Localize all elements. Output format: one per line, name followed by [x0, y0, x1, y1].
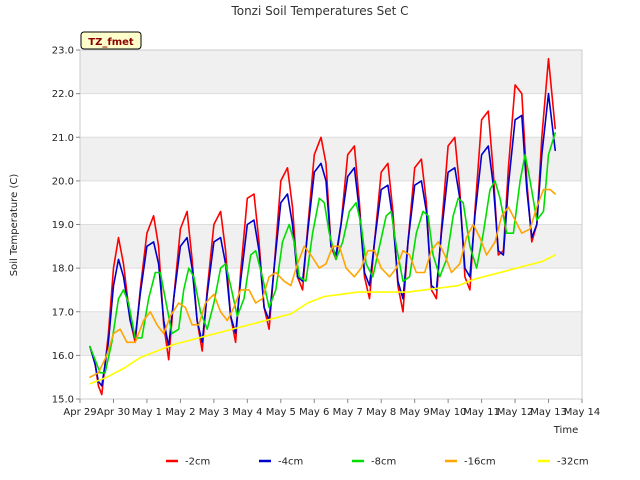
- y-tick-label: 18.0: [52, 264, 74, 275]
- y-tick-label: 21.0: [52, 133, 74, 144]
- y-tick-label: 22.0: [52, 89, 74, 100]
- x-axis-title: Time: [553, 425, 578, 436]
- legend-item: -8cm: [352, 457, 396, 468]
- legend-item: -32cm: [538, 457, 589, 468]
- series-line-32cmcm: [89, 254, 557, 385]
- legend: -2cm -4cm -8cm -16cm -32cm: [166, 457, 589, 468]
- y-tick-label: 20.0: [52, 176, 74, 187]
- chart-title: Tonzi Soil Temperatures Set C: [230, 4, 408, 18]
- legend-label: -8cm: [371, 457, 396, 468]
- grid-band: [80, 311, 582, 356]
- x-tick-label: May 4: [232, 407, 262, 418]
- x-tick-label: May 1: [132, 407, 162, 418]
- x-tick-label: May 8: [366, 407, 396, 418]
- legend-item: -4cm: [259, 457, 303, 468]
- y-axis-ticks: 15.0 16.0 17.0 18.0 19.0 20.0 21.0 22.0 23.0: [52, 46, 80, 406]
- series-line-16cmcm: [89, 188, 557, 379]
- x-tick-label: May 10: [430, 407, 467, 418]
- x-tick-label: May 11: [463, 407, 500, 418]
- site-tag: TZ_fmet: [80, 31, 142, 50]
- legend-item: -2cm: [166, 457, 210, 468]
- x-tick-label: May 7: [333, 407, 363, 418]
- legend-label: -32cm: [557, 457, 589, 468]
- x-tick-label: May 5: [266, 407, 296, 418]
- series-line-4cmcm: [89, 92, 557, 387]
- x-tick-label: Apr 30: [97, 407, 130, 418]
- y-tick-label: 16.0: [52, 351, 74, 362]
- series-lines: [89, 57, 557, 396]
- x-tick-label: May 3: [199, 407, 229, 418]
- y-axis-title: Soil Temperature (C): [9, 174, 20, 277]
- y-tick-label: 15.0: [52, 395, 74, 406]
- site-tag-box: [80, 31, 142, 50]
- x-tick-label: Apr 29: [63, 407, 96, 418]
- x-tick-label: May 6: [299, 407, 329, 418]
- x-tick-label: May 13: [530, 407, 567, 418]
- x-axis-ticks: Apr 29 Apr 30 May 1 May 2 May 3 May 4 May 5 May…: [63, 399, 600, 418]
- legend-item: -16cm: [445, 457, 496, 468]
- series-line-8cmcm: [89, 132, 557, 374]
- y-tick-label: 23.0: [52, 46, 74, 57]
- site-tag-label: TZ_fmet: [88, 37, 134, 48]
- legend-label: -4cm: [278, 457, 303, 468]
- x-tick-label: May 12: [497, 407, 534, 418]
- legend-label: -2cm: [185, 457, 210, 468]
- y-tick-label: 19.0: [52, 220, 74, 231]
- legend-label: -16cm: [464, 457, 496, 468]
- y-tick-label: 17.0: [52, 307, 74, 318]
- grid-band: [80, 137, 582, 181]
- grid-bands: [80, 50, 582, 356]
- grid-band: [80, 50, 582, 94]
- x-tick-label: May 14: [564, 407, 601, 418]
- x-tick-label: May 9: [400, 407, 430, 418]
- x-tick-label: May 2: [165, 407, 195, 418]
